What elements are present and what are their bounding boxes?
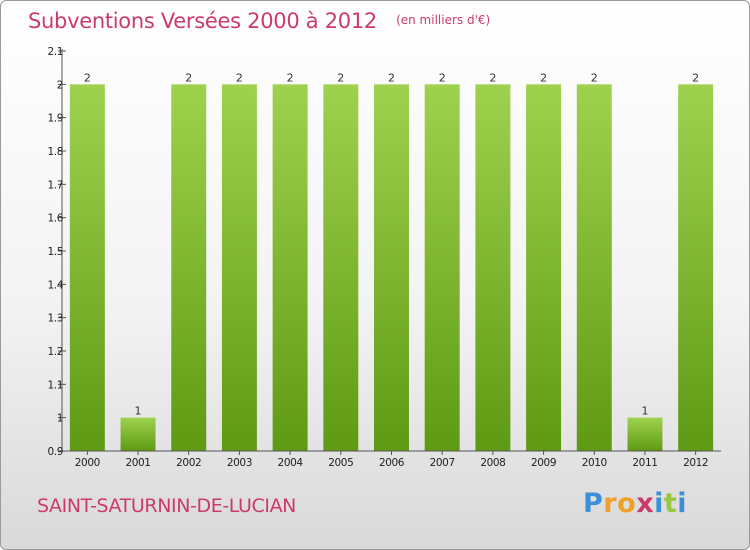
logo-letter: o <box>617 488 637 519</box>
bar <box>69 84 105 451</box>
x-tick-label: 2000 <box>75 457 100 469</box>
bar-value-label: 2 <box>489 71 496 84</box>
bar <box>221 84 257 451</box>
logo-letter: i <box>654 488 664 519</box>
bar-value-label: 2 <box>337 71 344 84</box>
bar-value-label: 2 <box>540 71 547 84</box>
y-tick-label: 2 <box>57 79 63 91</box>
bar <box>576 84 612 451</box>
bar-value-label: 1 <box>641 405 648 418</box>
y-tick-label: 1.4 <box>48 279 64 291</box>
bar <box>678 84 714 451</box>
bar <box>627 417 663 451</box>
bar <box>323 84 359 451</box>
bar-value-label: 1 <box>135 405 142 418</box>
y-tick-label: 1.9 <box>48 113 64 125</box>
x-tick-label: 2010 <box>582 457 607 469</box>
logo-letter: P <box>583 488 604 519</box>
logo-letter: x <box>636 488 655 519</box>
x-tick-label: 2006 <box>379 457 405 469</box>
chart-title: Subventions Versées 2000 à 2012 <box>28 9 377 33</box>
bar <box>272 84 308 451</box>
bar-value-label: 2 <box>236 71 243 84</box>
y-tick-label: 1.5 <box>48 246 64 258</box>
x-tick-label: 2012 <box>683 457 708 469</box>
logo-letter: t <box>663 488 678 519</box>
x-tick-label: 2011 <box>632 457 657 469</box>
bars-group <box>69 84 714 451</box>
title-row: Subventions Versées 2000 à 2012 (en mill… <box>28 9 490 33</box>
logo-letter: i <box>677 488 688 519</box>
y-tick-label: 1 <box>57 413 63 425</box>
x-tick-label: 2008 <box>480 457 505 469</box>
chart-unit: (en milliers d'€) <box>396 13 491 27</box>
bar <box>171 84 207 451</box>
place-name: SAINT-SATURNIN-DE-LUCIAN <box>37 495 296 517</box>
x-tick-label: 2001 <box>125 457 150 469</box>
labels-group: 2 2000 1 2001 2 2002 2 2003 2 2004 2 2005 2 2006 2 2007… <box>48 46 709 469</box>
x-tick-label: 2003 <box>227 457 252 469</box>
y-tick-label: 1.3 <box>48 313 64 325</box>
proxiti-logo: Proxiti <box>583 488 687 519</box>
bar-value-label: 2 <box>287 71 294 84</box>
bar <box>526 84 562 451</box>
y-tick-label: 1.8 <box>48 146 64 158</box>
y-tick-label: 1.1 <box>48 379 64 391</box>
bar-value-label: 2 <box>692 71 699 84</box>
bar-value-label: 2 <box>591 71 598 84</box>
y-tick-label: 1.7 <box>48 179 64 191</box>
bar-value-label: 2 <box>84 71 91 84</box>
x-tick-label: 2004 <box>278 457 304 469</box>
bar <box>475 84 511 451</box>
x-tick-label: 2009 <box>531 457 556 469</box>
x-tick-label: 2005 <box>328 457 353 469</box>
bar-value-label: 2 <box>439 71 446 84</box>
x-tick-label: 2002 <box>176 457 201 469</box>
y-tick-label: 0.9 <box>48 446 64 458</box>
bar <box>424 84 460 451</box>
y-tick-label: 1.2 <box>48 346 64 358</box>
bar-value-label: 2 <box>185 71 192 84</box>
logo-letter: r <box>603 488 618 519</box>
bar <box>374 84 409 451</box>
y-tick-label: 2.1 <box>48 46 64 58</box>
bar-value-label: 2 <box>388 71 395 84</box>
y-tick-label: 1.6 <box>48 213 64 225</box>
bar <box>120 417 156 451</box>
axes-group <box>58 49 721 455</box>
x-tick-label: 2007 <box>430 457 455 469</box>
